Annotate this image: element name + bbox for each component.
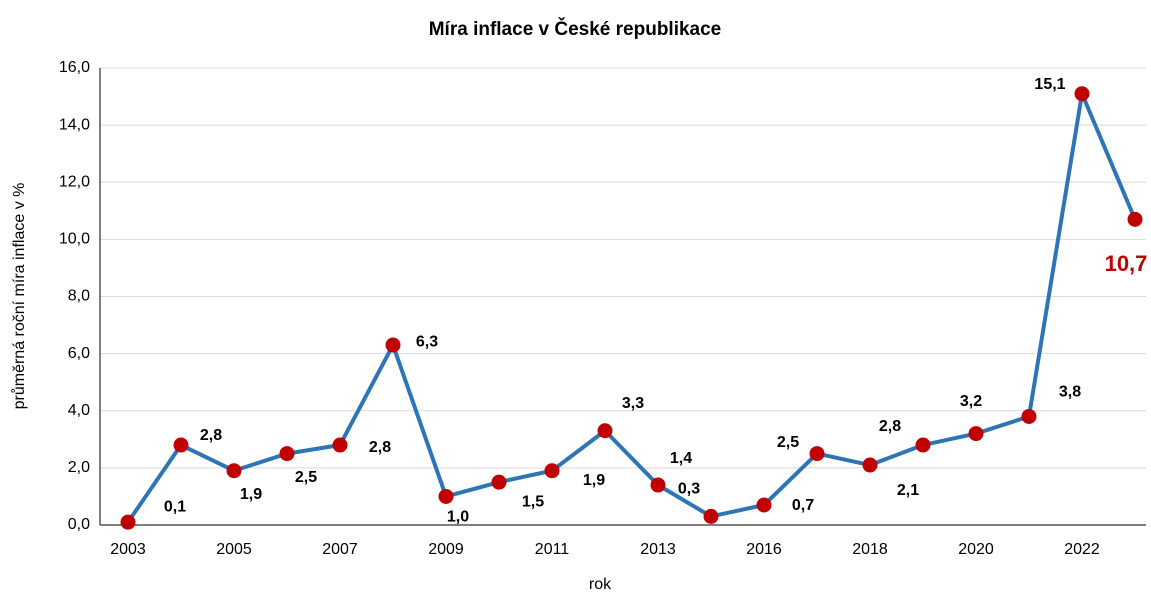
data-label: 1,0 xyxy=(447,509,469,526)
x-tick-label: 2009 xyxy=(428,541,464,558)
marker xyxy=(862,457,878,473)
marker xyxy=(173,437,189,453)
data-label: 6,3 xyxy=(416,333,438,350)
x-axis-label: rok xyxy=(589,576,612,593)
x-tick-label: 2005 xyxy=(216,541,252,558)
chart-title: Míra inflace v České republikace xyxy=(429,18,722,40)
data-label: 1,5 xyxy=(522,493,544,510)
marker xyxy=(809,446,825,462)
data-label: 3,2 xyxy=(960,393,982,410)
y-tick-label: 6,0 xyxy=(68,345,90,362)
x-tick-label: 2022 xyxy=(1064,541,1100,558)
x-tick-label: 2016 xyxy=(746,541,782,558)
data-label: 2,1 xyxy=(897,482,919,499)
x-tick-label: 2020 xyxy=(958,541,994,558)
marker xyxy=(1021,408,1037,424)
x-tick-label: 2018 xyxy=(852,541,888,558)
marker xyxy=(1127,211,1143,227)
line xyxy=(126,91,1137,524)
y-tick-label: 4,0 xyxy=(68,402,90,419)
marker xyxy=(703,508,719,524)
marker xyxy=(491,474,507,490)
marker xyxy=(650,477,666,493)
marker xyxy=(332,437,348,453)
marker xyxy=(385,337,401,353)
data-label: 1,4 xyxy=(670,450,692,467)
marker xyxy=(226,463,242,479)
y-tick-label: 16,0 xyxy=(59,59,90,76)
data-label: 3,3 xyxy=(622,395,644,412)
marker xyxy=(544,463,560,479)
data-label: 0,3 xyxy=(678,481,700,498)
data-label: 2,8 xyxy=(879,418,901,435)
data-label: 15,1 xyxy=(1034,76,1065,93)
marker xyxy=(756,497,772,513)
data-label: 2,5 xyxy=(295,469,317,486)
marker xyxy=(915,437,931,453)
marker xyxy=(968,426,984,442)
y-tick-label: 8,0 xyxy=(68,288,90,305)
marker xyxy=(279,446,295,462)
data-label: 2,8 xyxy=(200,427,222,444)
y-tick-label: 12,0 xyxy=(59,173,90,190)
y-tick-label: 14,0 xyxy=(59,116,90,133)
marker xyxy=(597,423,613,439)
y-tick-label: 10,0 xyxy=(59,231,90,248)
data-label: 10,7 xyxy=(1105,251,1148,276)
marker xyxy=(120,514,136,530)
data-label: 2,8 xyxy=(369,439,391,456)
marker xyxy=(438,488,454,504)
x-tick-label: 2011 xyxy=(535,541,570,558)
data-label: 2,5 xyxy=(777,434,799,451)
x-tick-label: 2007 xyxy=(322,541,358,558)
data-label: 0,7 xyxy=(792,497,814,514)
y-tick-label: 0,0 xyxy=(68,516,90,533)
data-label: 1,9 xyxy=(240,486,262,503)
data-label: 1,9 xyxy=(583,472,605,489)
data-label: 3,8 xyxy=(1059,384,1081,401)
x-tick-label: 2013 xyxy=(640,541,676,558)
marker xyxy=(1074,86,1090,102)
y-axis-label: průměrná roční míra inflace v % xyxy=(10,183,28,410)
data-label: 0,1 xyxy=(164,498,186,515)
x-tick-label: 2003 xyxy=(110,541,146,558)
y-tick-label: 2,0 xyxy=(68,459,90,476)
